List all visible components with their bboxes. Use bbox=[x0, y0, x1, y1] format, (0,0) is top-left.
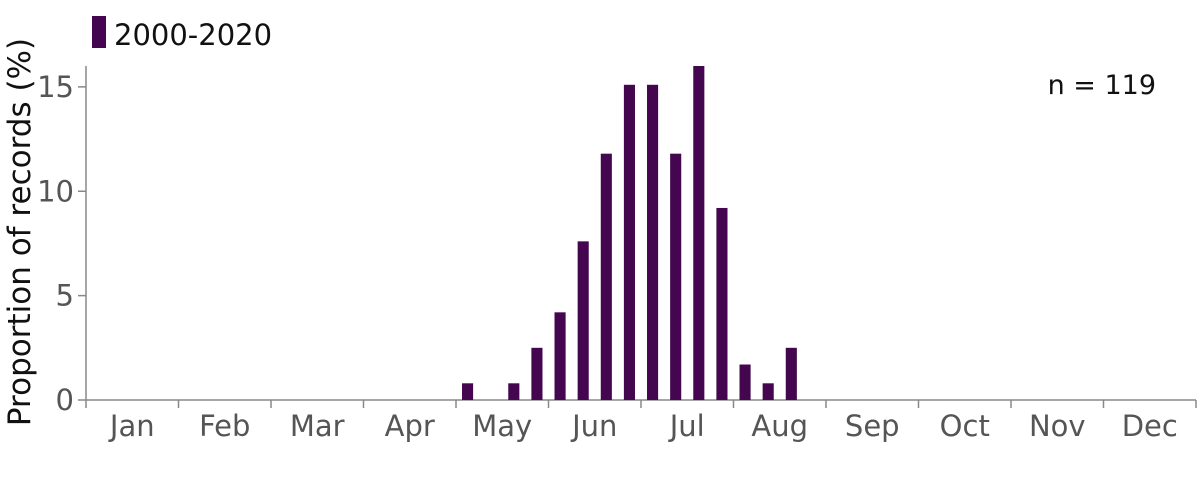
bar bbox=[600, 153, 612, 400]
bar bbox=[670, 153, 682, 400]
x-tick-label: Jul bbox=[668, 409, 705, 443]
bars bbox=[462, 66, 797, 400]
x-ticks: Jan Feb Mar Apr May Jun Jul Aug Sep Oct Nov Dec bbox=[85, 400, 1197, 443]
x-tick-label: Jan bbox=[108, 409, 155, 443]
bar bbox=[647, 84, 659, 400]
y-tick-label: 15 bbox=[37, 70, 74, 104]
x-tick-label: May bbox=[472, 409, 532, 443]
bar bbox=[693, 66, 705, 400]
x-tick-label: Apr bbox=[385, 409, 435, 443]
x-tick-label: Sep bbox=[845, 409, 900, 443]
x-tick-label: Oct bbox=[940, 409, 990, 443]
axes bbox=[85, 66, 1196, 401]
sample-size-annotation: n = 119 bbox=[1048, 70, 1156, 101]
x-tick-label: Nov bbox=[1029, 409, 1086, 443]
bar bbox=[716, 207, 728, 400]
bar bbox=[739, 364, 751, 400]
bar bbox=[762, 383, 774, 400]
bar bbox=[462, 383, 474, 400]
bar bbox=[554, 312, 566, 400]
x-tick-label: Dec bbox=[1122, 409, 1178, 443]
y-tick-label: 10 bbox=[37, 174, 74, 208]
x-tick-label: Aug bbox=[751, 409, 808, 443]
bar bbox=[785, 347, 797, 400]
legend-label: 2000-2020 bbox=[114, 18, 272, 52]
bar bbox=[508, 383, 520, 400]
legend: 2000-2020 bbox=[92, 16, 272, 52]
legend-swatch bbox=[92, 16, 106, 48]
y-tick-label: 5 bbox=[56, 279, 74, 313]
x-tick-label: Jun bbox=[570, 409, 617, 443]
x-tick-label: Feb bbox=[199, 409, 250, 443]
bar bbox=[623, 84, 635, 400]
y-tick-label: 0 bbox=[56, 383, 74, 417]
bar bbox=[531, 347, 543, 400]
bar bbox=[577, 241, 589, 400]
y-ticks: 0 5 10 15 bbox=[37, 70, 86, 417]
x-tick-label: Mar bbox=[290, 409, 345, 443]
y-axis-label: Proportion of records (%) bbox=[2, 38, 38, 426]
